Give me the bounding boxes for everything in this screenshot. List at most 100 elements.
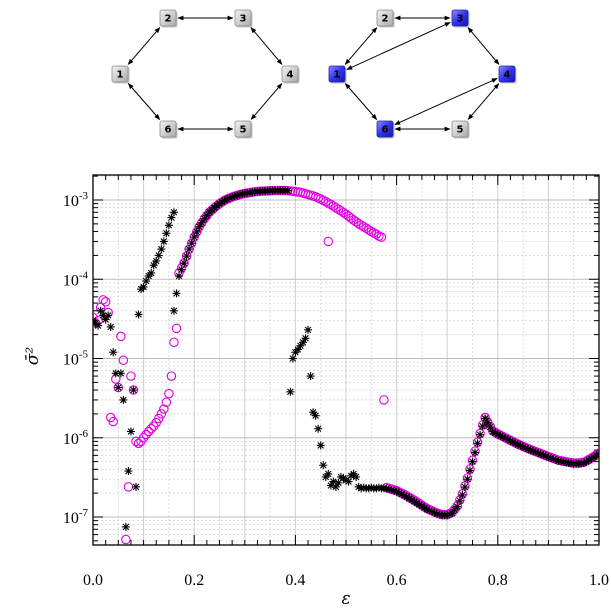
point-circle bbox=[315, 194, 326, 204]
point-star bbox=[164, 221, 173, 230]
node-label: 1 bbox=[334, 70, 341, 81]
point-circle bbox=[364, 225, 374, 235]
point-circle bbox=[376, 232, 387, 242]
point-star bbox=[185, 245, 194, 254]
point-star bbox=[319, 461, 328, 470]
y-tick-label: 10-3 bbox=[63, 190, 89, 210]
point-star bbox=[455, 496, 464, 505]
point-star bbox=[109, 348, 118, 357]
point-circle bbox=[336, 206, 346, 216]
point-circle bbox=[156, 409, 167, 419]
point-circle bbox=[108, 416, 118, 427]
x-tick-label: 0.0 bbox=[83, 572, 103, 589]
point-star bbox=[304, 325, 313, 334]
point-star bbox=[331, 482, 340, 491]
scatter-chart: 0.0 0.2 0.4 0.6 0.8 1.0 10-710-610-510-410-3 … bbox=[23, 174, 609, 609]
y-tick-labels: 10-7 10-6 10-5 10-4 10-3 bbox=[63, 190, 89, 527]
node-6: 6 bbox=[159, 120, 178, 139]
point-circle bbox=[348, 215, 359, 225]
point-circle bbox=[116, 331, 126, 342]
x-tick-label: 0.4 bbox=[285, 572, 305, 589]
point-star bbox=[397, 490, 406, 499]
point-circle bbox=[171, 323, 182, 334]
edge-4-6 bbox=[394, 77, 498, 126]
point-star bbox=[172, 289, 181, 298]
point-circle bbox=[143, 426, 154, 437]
point-star bbox=[139, 282, 148, 291]
point-star bbox=[104, 311, 113, 320]
y-tick-label: 10-6 bbox=[63, 428, 89, 448]
point-circle bbox=[128, 385, 139, 395]
point-star bbox=[134, 310, 143, 319]
point-star bbox=[119, 395, 128, 404]
node-1: 1 bbox=[111, 65, 130, 84]
point-star bbox=[180, 259, 189, 268]
edge-1-2 bbox=[127, 27, 161, 65]
point-circle bbox=[164, 388, 174, 399]
y-tick-label: 10-4 bbox=[63, 269, 89, 289]
point-circle bbox=[131, 436, 141, 447]
point-star bbox=[197, 218, 206, 227]
point-circle bbox=[323, 198, 334, 208]
network-graph-left: 1 2 3 4 5 6 bbox=[111, 9, 300, 139]
point-circle bbox=[366, 226, 377, 237]
node-label: 5 bbox=[240, 125, 247, 136]
point-star bbox=[463, 475, 472, 484]
node-label: 2 bbox=[165, 14, 172, 25]
point-circle bbox=[113, 382, 124, 393]
point-star bbox=[352, 472, 361, 481]
point-star bbox=[101, 315, 110, 324]
point-star bbox=[301, 334, 310, 343]
y-axis-label: σ̄² bbox=[23, 347, 43, 366]
node-3: 3 bbox=[234, 9, 253, 28]
node-4: 4 bbox=[281, 65, 300, 84]
point-star bbox=[473, 439, 482, 448]
point-circle bbox=[202, 210, 212, 221]
point-star bbox=[167, 213, 176, 222]
point-star bbox=[465, 466, 474, 475]
node-label: 3 bbox=[457, 14, 464, 25]
edge-3-4 bbox=[467, 27, 500, 65]
node-2: 2 bbox=[159, 9, 178, 28]
point-star bbox=[283, 186, 292, 195]
point-star bbox=[329, 477, 338, 486]
point-star bbox=[169, 208, 178, 217]
point-star bbox=[481, 414, 490, 423]
node-label: 3 bbox=[240, 14, 247, 25]
point-circle bbox=[351, 217, 361, 227]
point-star bbox=[288, 354, 297, 363]
point-star bbox=[453, 502, 462, 511]
point-star bbox=[190, 233, 199, 242]
point-circle bbox=[333, 204, 344, 215]
x-tick-labels: 0.0 0.2 0.4 0.6 0.8 1.0 bbox=[83, 572, 609, 589]
point-star bbox=[106, 322, 115, 331]
point-star bbox=[311, 411, 320, 420]
point-circle bbox=[126, 371, 136, 381]
y-tick-label: 10-7 bbox=[63, 507, 89, 527]
point-star bbox=[460, 483, 469, 492]
node-5: 5 bbox=[234, 120, 253, 139]
point-circle bbox=[191, 227, 202, 237]
point-star bbox=[458, 490, 467, 499]
x-tick-label: 0.6 bbox=[387, 572, 407, 589]
point-circle bbox=[369, 228, 379, 238]
point-circle bbox=[356, 220, 366, 231]
point-star bbox=[595, 449, 599, 458]
point-circle bbox=[169, 337, 179, 348]
point-circle bbox=[138, 432, 149, 443]
x-axis-label: ε bbox=[341, 589, 350, 609]
point-circle bbox=[361, 223, 371, 234]
point-circle bbox=[159, 404, 169, 414]
edge-3-4 bbox=[250, 27, 283, 65]
point-circle bbox=[123, 482, 134, 492]
point-star bbox=[169, 306, 178, 315]
node-label: 6 bbox=[382, 125, 389, 136]
point-star bbox=[468, 457, 477, 466]
point-star bbox=[175, 271, 184, 280]
point-star bbox=[286, 387, 295, 396]
node-6: 6 bbox=[376, 120, 395, 139]
point-star bbox=[324, 469, 333, 478]
x-tick-label: 0.8 bbox=[488, 572, 508, 589]
point-circle bbox=[328, 201, 339, 211]
point-star bbox=[121, 522, 130, 531]
